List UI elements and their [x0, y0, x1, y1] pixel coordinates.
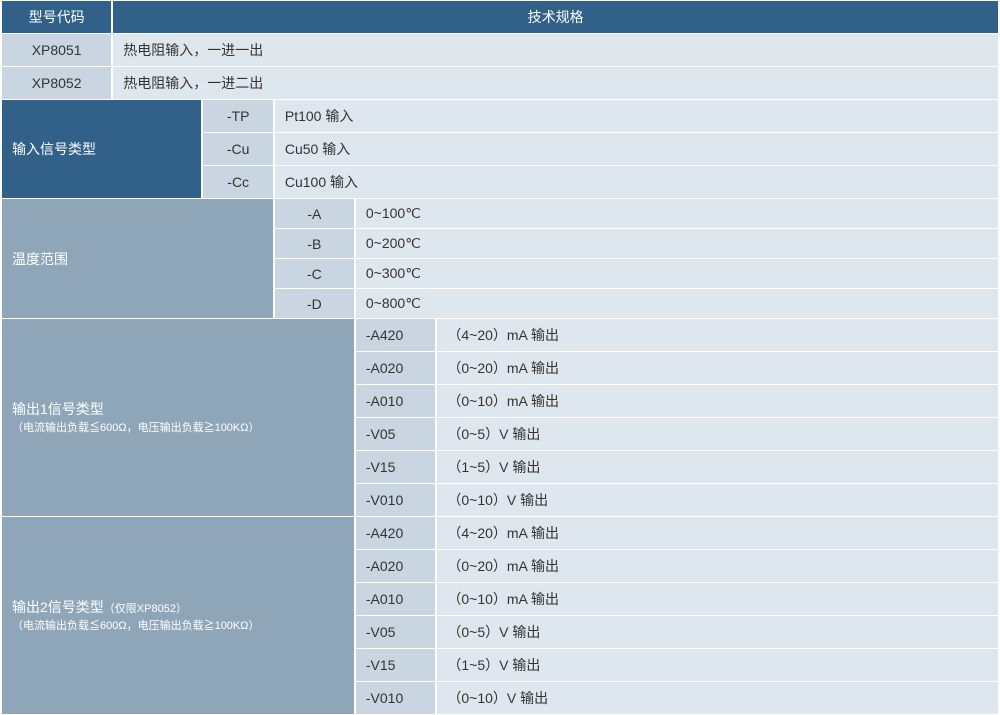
- option-code: -Cc: [203, 166, 272, 198]
- option-desc: 0~200℃: [356, 229, 998, 258]
- option-desc: （1~5）V 输出: [437, 451, 998, 483]
- model-code: XP8051: [2, 34, 111, 66]
- option-desc: Cu100 输入: [275, 166, 998, 198]
- section-title: 输出1信号类型: [12, 401, 104, 417]
- option-desc: （0~20）mA 输出: [437, 550, 998, 582]
- section-title: 输出2信号类型: [12, 599, 104, 615]
- section-title-suffix: （仅限XP8052）: [104, 603, 187, 615]
- option-code: -TP: [203, 100, 272, 132]
- option-code: -A420: [356, 319, 435, 351]
- table-row: XP8052 热电阻输入，一进二出: [2, 67, 998, 99]
- table-row: 输出1信号类型 （电流输出负载≦600Ω，电压输出负载≧100KΩ） -A420…: [2, 319, 998, 351]
- option-code: -C: [275, 259, 354, 288]
- model-desc: 热电阻输入，一进二出: [113, 67, 998, 99]
- option-code: -V05: [356, 418, 435, 450]
- option-desc: （0~5）V 输出: [437, 616, 998, 648]
- model-desc: 热电阻输入，一进一出: [113, 34, 998, 66]
- header-tech-spec: 技术规格: [113, 1, 998, 33]
- section-output1: 输出1信号类型 （电流输出负载≦600Ω，电压输出负载≧100KΩ）: [2, 319, 354, 516]
- section-output2: 输出2信号类型（仅限XP8052） （电流输出负载≦600Ω，电压输出负载≧10…: [2, 517, 354, 714]
- option-desc: Cu50 输入: [275, 133, 998, 165]
- table-row: 温度范围 -A 0~100℃: [2, 199, 998, 228]
- option-desc: Pt100 输入: [275, 100, 998, 132]
- option-desc: （0~10）mA 输出: [437, 385, 998, 417]
- option-code: -V15: [356, 649, 435, 681]
- option-code: -A420: [356, 517, 435, 549]
- option-code: -A020: [356, 550, 435, 582]
- option-desc: （0~5）V 输出: [437, 418, 998, 450]
- option-code: -A010: [356, 583, 435, 615]
- section-note: （电流输出负载≦600Ω，电压输出负载≧100KΩ）: [12, 619, 344, 634]
- option-code: -V010: [356, 682, 435, 714]
- option-desc: （1~5）V 输出: [437, 649, 998, 681]
- spec-table: 型号代码 技术规格 XP8051 热电阻输入，一进一出 XP8052 热电阻输入…: [0, 0, 1000, 715]
- option-code: -V010: [356, 484, 435, 516]
- table-row: 输出2信号类型（仅限XP8052） （电流输出负载≦600Ω，电压输出负载≧10…: [2, 517, 998, 549]
- option-code: -Cu: [203, 133, 272, 165]
- option-code: -B: [275, 229, 354, 258]
- table-row: 型号代码 技术规格: [2, 1, 998, 33]
- option-desc: 0~800℃: [356, 289, 998, 318]
- option-desc: （4~20）mA 输出: [437, 517, 998, 549]
- option-desc: （4~20）mA 输出: [437, 319, 998, 351]
- model-code: XP8052: [2, 67, 111, 99]
- option-desc: （0~10）V 输出: [437, 484, 998, 516]
- option-code: -A020: [356, 352, 435, 384]
- option-desc: （0~10）mA 输出: [437, 583, 998, 615]
- option-desc: （0~10）V 输出: [437, 682, 998, 714]
- option-code: -A010: [356, 385, 435, 417]
- table-row: 输入信号类型 -TP Pt100 输入: [2, 100, 998, 132]
- option-desc: 0~300℃: [356, 259, 998, 288]
- section-note: （电流输出负载≦600Ω，电压输出负载≧100KΩ）: [12, 421, 344, 436]
- header-model-code: 型号代码: [2, 1, 111, 33]
- section-temp-range: 温度范围: [2, 199, 273, 318]
- option-desc: 0~100℃: [356, 199, 998, 228]
- option-desc: （0~20）mA 输出: [437, 352, 998, 384]
- table-row: XP8051 热电阻输入，一进一出: [2, 34, 998, 66]
- option-code: -D: [275, 289, 354, 318]
- section-input-signal: 输入信号类型: [2, 100, 201, 198]
- option-code: -V15: [356, 451, 435, 483]
- option-code: -A: [275, 199, 354, 228]
- option-code: -V05: [356, 616, 435, 648]
